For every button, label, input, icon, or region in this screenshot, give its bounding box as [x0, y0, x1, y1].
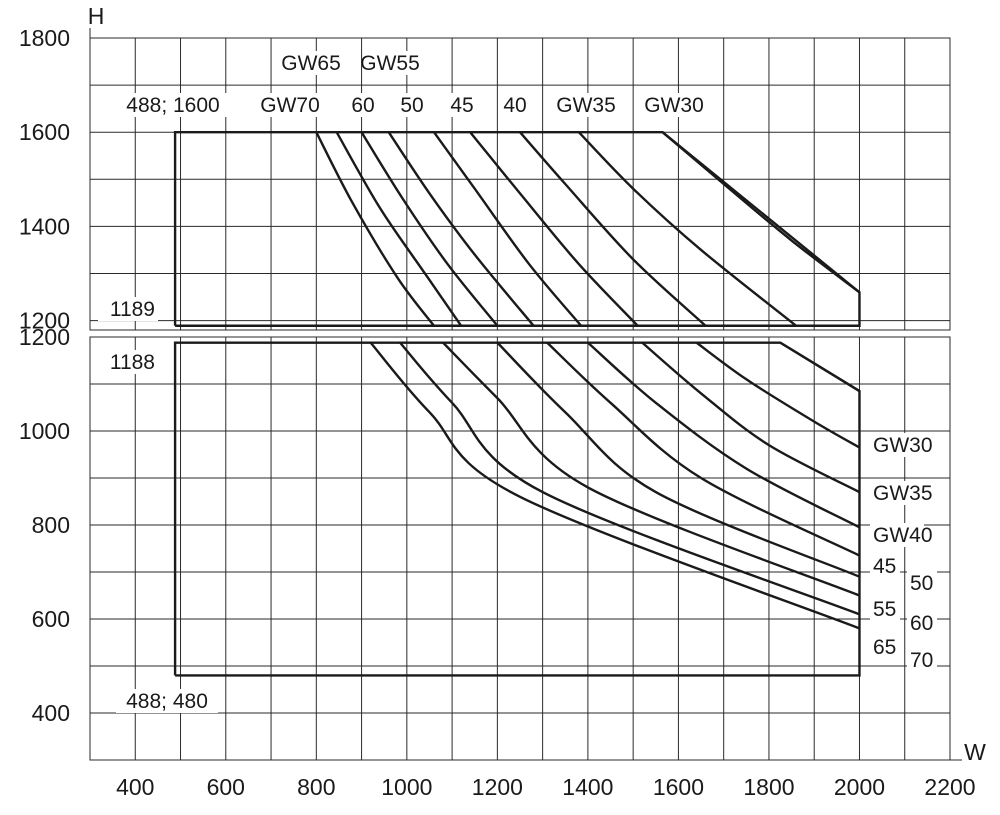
top-label-row2: 45 — [450, 94, 473, 117]
label-background — [907, 648, 937, 672]
curve-lower-gw40 — [641, 341, 861, 494]
lower-panel-frame — [89, 336, 951, 761]
right-label: 65 — [873, 636, 896, 659]
y-tick-label-lower: 1200 — [19, 324, 70, 350]
annotation-height-1189: 1189 — [110, 298, 155, 321]
annotation-corner-bottom: 488; 480 — [126, 690, 208, 713]
label-background — [397, 93, 427, 117]
curve-lower-gw35 — [695, 341, 861, 449]
top-label-row2: 50 — [400, 94, 423, 117]
boundary-lines — [173, 130, 861, 677]
x-tick-label: 1400 — [562, 774, 613, 800]
curve-upper-gw35 — [577, 131, 797, 327]
top-label-row2: 60 — [351, 94, 374, 117]
x-tick-label: 1600 — [653, 774, 704, 800]
right-label: GW40 — [873, 524, 933, 547]
chart-text: 400 600 800 1000 1200 1400 1600 1800 2000 2200 120… — [19, 3, 986, 800]
grid-lines — [90, 38, 950, 760]
y-tick-label-upper: 1800 — [19, 25, 70, 51]
label-background — [263, 93, 317, 117]
right-label: GW30 — [873, 434, 933, 457]
right-label: 45 — [873, 555, 896, 578]
curve-upper-40 — [519, 131, 707, 327]
curve-upper-60 — [387, 131, 535, 327]
label-background — [116, 689, 218, 713]
y-tick-label-upper: 1600 — [19, 119, 70, 145]
label-background — [98, 297, 158, 321]
label-background — [907, 571, 937, 595]
curve-upper-gw70 — [315, 131, 435, 327]
label-background — [870, 597, 900, 621]
y-tick-label-lower: 600 — [32, 606, 70, 632]
label-background — [870, 523, 924, 547]
curve-upper-gw30 — [661, 131, 861, 294]
label-background — [870, 481, 924, 505]
label-background — [284, 51, 338, 75]
curve-lower-55 — [496, 341, 860, 578]
label-background — [907, 611, 937, 635]
top-label-row2: GW30 — [644, 94, 704, 117]
right-label: 70 — [910, 649, 933, 672]
curve-lower-70 — [369, 341, 860, 630]
y-tick-label-upper: 1200 — [19, 308, 70, 334]
y-axis-name: H — [88, 3, 105, 29]
right-label: 60 — [910, 612, 933, 635]
label-background — [348, 93, 378, 117]
right-label: GW35 — [873, 482, 933, 505]
right-label: 50 — [910, 572, 933, 595]
top-label-row2: 40 — [503, 94, 526, 117]
curve-upper-45 — [469, 131, 639, 327]
x-axis-name: W — [964, 739, 986, 765]
label-background — [447, 93, 477, 117]
label-background — [500, 93, 530, 117]
curve-upper-gw65 — [335, 131, 463, 327]
lower-boundary — [173, 341, 861, 677]
y-tick-label-upper: 1400 — [19, 213, 70, 239]
right-label: 55 — [873, 598, 896, 621]
curve-lower-gw30 — [779, 341, 861, 393]
curve-upper-50 — [433, 131, 583, 327]
label-background — [647, 93, 701, 117]
series-curves — [315, 131, 861, 630]
annotation-height-1188: 1188 — [110, 351, 155, 374]
label-background — [870, 635, 900, 659]
x-tick-label: 800 — [297, 774, 335, 800]
y-tick-label-lower: 400 — [32, 700, 70, 726]
top-label-row2: GW35 — [556, 94, 616, 117]
curve-lower-60 — [442, 341, 860, 597]
curve-lower-45 — [587, 341, 861, 529]
top-label-row2: GW70 — [260, 94, 320, 117]
x-tick-label: 1200 — [472, 774, 523, 800]
upper-boundary — [173, 130, 861, 327]
label-background — [98, 350, 158, 374]
x-tick-label: 1800 — [743, 774, 794, 800]
label-background — [870, 554, 900, 578]
x-tick-label: 400 — [116, 774, 154, 800]
panel-frames — [89, 28, 962, 761]
x-tick-label: 2200 — [924, 774, 975, 800]
top-label-row1: GW65 — [281, 52, 341, 75]
upper-panel-frame — [89, 37, 951, 331]
curve-lower-50 — [546, 341, 861, 557]
y-tick-label-lower: 800 — [32, 512, 70, 538]
label-background — [116, 93, 230, 117]
top-label-row1: GW55 — [360, 52, 420, 75]
curve-upper-gw55 — [360, 131, 499, 327]
label-background — [363, 51, 417, 75]
label-background — [559, 93, 613, 117]
curve-lower-65 — [399, 341, 860, 616]
x-tick-label: 2000 — [834, 774, 885, 800]
annotation-corner-top: 488; 1600 — [126, 94, 219, 117]
x-tick-label: 1000 — [381, 774, 432, 800]
x-tick-label: 600 — [207, 774, 245, 800]
label-background — [870, 433, 924, 457]
y-tick-label-lower: 1000 — [19, 418, 70, 444]
